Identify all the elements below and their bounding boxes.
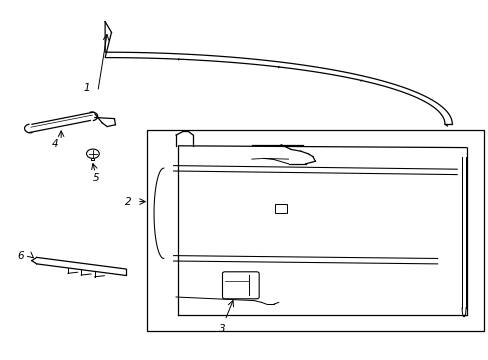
Text: 2: 2 bbox=[124, 197, 131, 207]
Text: 6: 6 bbox=[17, 251, 24, 261]
Text: 4: 4 bbox=[51, 139, 58, 149]
Text: 5: 5 bbox=[93, 173, 100, 183]
Text: 3: 3 bbox=[218, 324, 225, 334]
FancyBboxPatch shape bbox=[222, 272, 259, 299]
Text: 1: 1 bbox=[83, 83, 90, 93]
Bar bbox=[274, 204, 287, 213]
Bar bbox=[146, 130, 483, 331]
